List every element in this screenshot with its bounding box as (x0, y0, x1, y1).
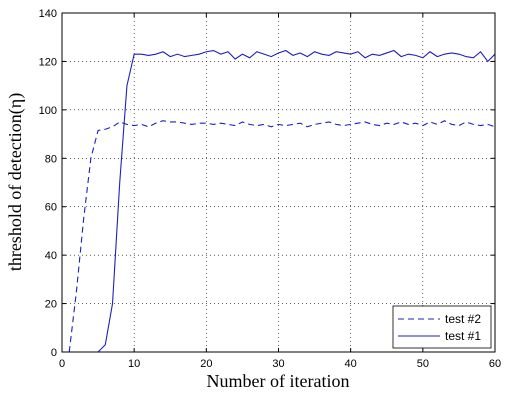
y-tick-label: 20 (45, 299, 57, 311)
legend: test #2 test #1 (392, 305, 492, 349)
legend-box (392, 305, 492, 349)
y-tick-label: 100 (39, 105, 57, 117)
x-axis-title: Number of iteration (207, 371, 350, 391)
axis-ticks (61, 12, 496, 353)
x-tick-label: 20 (200, 358, 212, 370)
y-tick-label: 120 (39, 56, 57, 68)
series-line-test-2 (68, 120, 496, 353)
y-tick-label: 0 (51, 347, 57, 359)
y-axis-title: threshold of detection(η) (5, 93, 26, 271)
y-tick-label: 140 (39, 8, 57, 20)
y-tick-label: 60 (45, 202, 57, 214)
x-tick-label: 30 (272, 358, 284, 370)
y-tick-label: 80 (45, 153, 57, 165)
series-line-test-1 (69, 49, 496, 353)
x-tick-label: 0 (59, 358, 65, 370)
x-tick-label: 50 (417, 358, 429, 370)
series-layer (68, 49, 496, 353)
y-tick-label: 40 (45, 250, 57, 262)
x-tick-label: 10 (128, 358, 140, 370)
legend-label-test-1: test #1 (445, 329, 481, 343)
x-tick-label: 40 (345, 358, 357, 370)
axis-tick-labels: 0 10 20 30 40 50 60 0 20 40 60 80 100 120 140 (39, 8, 501, 370)
grid-lines (62, 13, 495, 352)
legend-label-test-2: test #2 (445, 312, 481, 326)
x-tick-label: 60 (489, 358, 501, 370)
